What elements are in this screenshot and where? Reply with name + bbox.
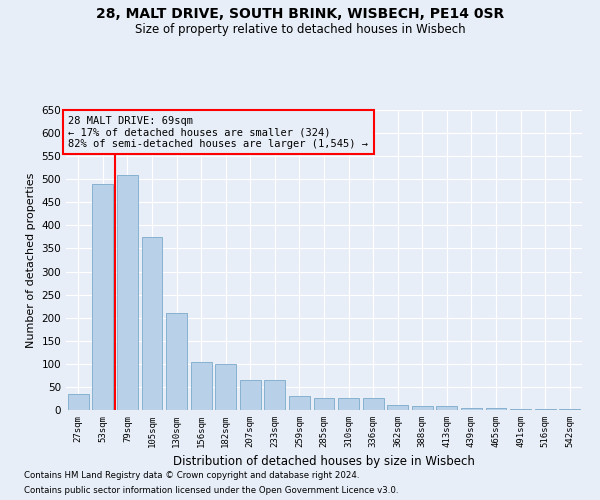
Bar <box>92 184 113 410</box>
Text: 28, MALT DRIVE, SOUTH BRINK, WISBECH, PE14 0SR: 28, MALT DRIVE, SOUTH BRINK, WISBECH, PE… <box>96 8 504 22</box>
Bar <box>215 364 236 410</box>
Text: Size of property relative to detached houses in Wisbech: Size of property relative to detached ho… <box>134 22 466 36</box>
Bar <box>338 398 359 410</box>
Bar <box>387 406 408 410</box>
Bar <box>191 362 212 410</box>
Bar <box>142 237 163 410</box>
Bar <box>510 409 531 410</box>
Text: Contains HM Land Registry data © Crown copyright and database right 2024.: Contains HM Land Registry data © Crown c… <box>24 471 359 480</box>
Bar <box>314 398 334 410</box>
Text: Distribution of detached houses by size in Wisbech: Distribution of detached houses by size … <box>173 455 475 468</box>
Bar <box>461 408 482 410</box>
Bar <box>265 380 286 410</box>
Bar <box>535 409 556 410</box>
Bar <box>240 380 261 410</box>
Bar <box>436 406 457 410</box>
Y-axis label: Number of detached properties: Number of detached properties <box>26 172 36 348</box>
Bar <box>289 396 310 410</box>
Text: Contains public sector information licensed under the Open Government Licence v3: Contains public sector information licen… <box>24 486 398 495</box>
Bar <box>362 398 383 410</box>
Bar <box>485 408 506 410</box>
Bar <box>117 174 138 410</box>
Bar <box>166 313 187 410</box>
Bar <box>68 394 89 410</box>
Bar <box>412 406 433 410</box>
Bar <box>559 409 580 410</box>
Text: 28 MALT DRIVE: 69sqm
← 17% of detached houses are smaller (324)
82% of semi-deta: 28 MALT DRIVE: 69sqm ← 17% of detached h… <box>68 116 368 148</box>
